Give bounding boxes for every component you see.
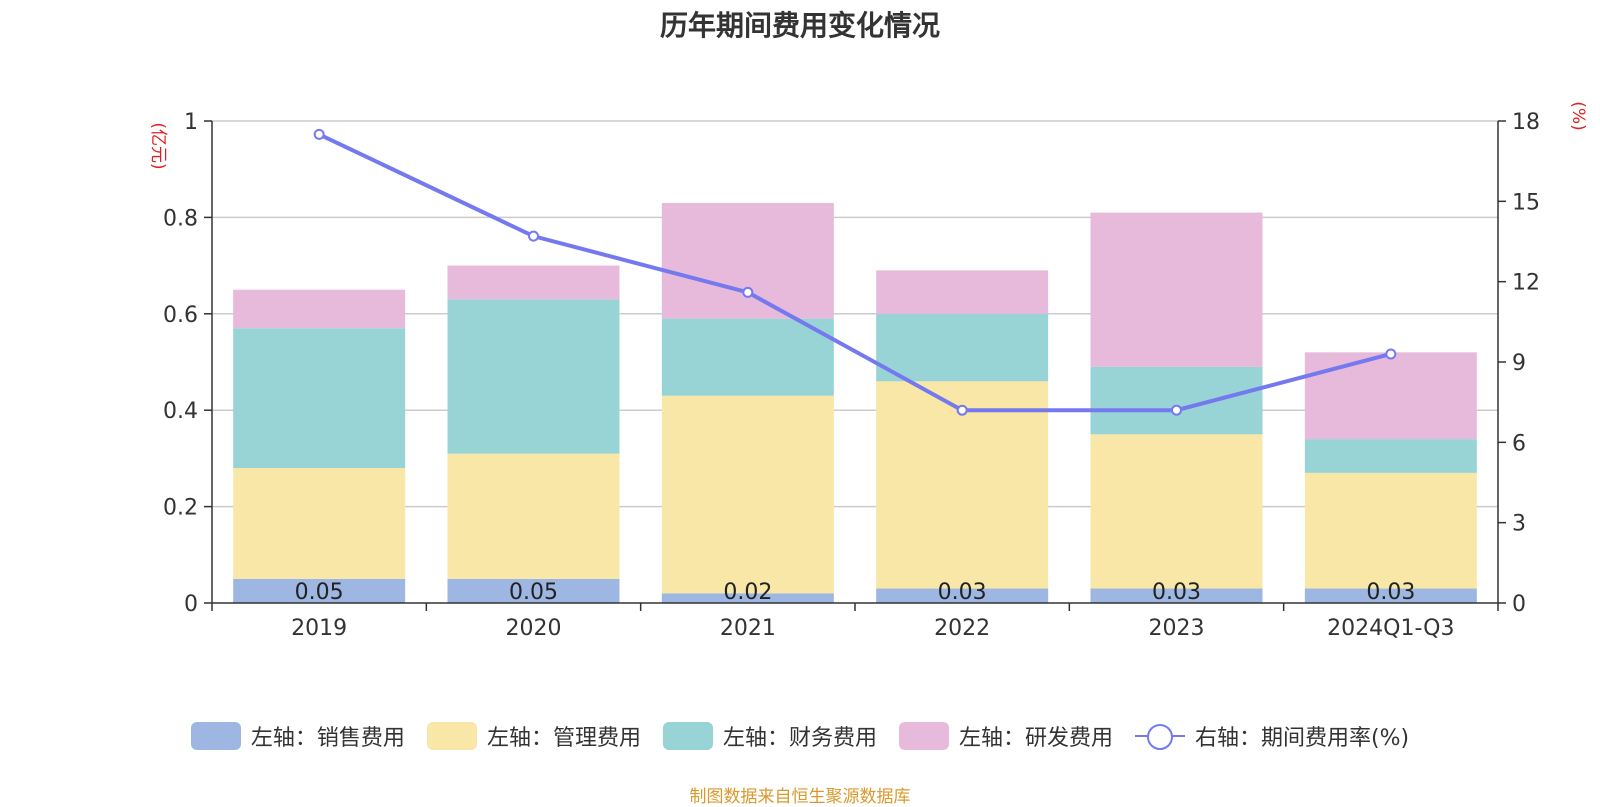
data-source-note: 制图数据来自恒生聚源数据库 bbox=[689, 787, 911, 807]
x-tick-label: 2022 bbox=[934, 616, 990, 641]
y-right-tick-label: 9 bbox=[1512, 351, 1526, 376]
chart-title: 历年期间费用变化情况 bbox=[659, 9, 940, 42]
bar-segment bbox=[1090, 366, 1263, 435]
y-left-tick-label: 0.4 bbox=[163, 399, 198, 424]
expense-ratio-point bbox=[313, 128, 325, 140]
y-right-tick-label: 0 bbox=[1512, 592, 1526, 617]
chart-legend: 左轴：销售费用 左轴：管理费用 左轴：财务费用 左轴：研发费用 右轴：期间费用率(%) bbox=[0, 718, 1600, 754]
bar-segment bbox=[447, 453, 620, 579]
legend-item[interactable]: 左轴：管理费用 bbox=[426, 720, 641, 752]
legend-item[interactable]: 右轴：期间费用率(%) bbox=[1134, 720, 1410, 752]
expense-ratio-point bbox=[1385, 348, 1397, 360]
bar-segment bbox=[447, 299, 620, 454]
bar-segment bbox=[876, 381, 1049, 589]
y-left-tick-label: 1 bbox=[184, 110, 198, 135]
bar-segment bbox=[233, 578, 406, 603]
legend-label: 左轴：管理费用 bbox=[486, 726, 641, 751]
bar-segment bbox=[661, 202, 834, 319]
bar-segment bbox=[1304, 588, 1477, 603]
bar-segment bbox=[661, 318, 834, 396]
bar-data-label: 0.03 bbox=[1152, 580, 1201, 605]
y-right-tick-label: 6 bbox=[1512, 431, 1526, 456]
y-right-tick-label: 3 bbox=[1512, 512, 1526, 537]
y-left-tick-label: 0.8 bbox=[163, 206, 198, 231]
bar-segment bbox=[876, 313, 1049, 382]
x-tick-label: 2020 bbox=[506, 616, 562, 641]
legend-label: 左轴：财务费用 bbox=[722, 726, 877, 751]
x-tick-label: 2024Q1-Q3 bbox=[1327, 616, 1454, 641]
x-tick-label: 2023 bbox=[1149, 616, 1205, 641]
y-right-tick-label: 18 bbox=[1512, 110, 1540, 135]
legend-swatch bbox=[426, 722, 477, 750]
legend-label: 左轴：研发费用 bbox=[958, 726, 1113, 751]
bar-segment bbox=[233, 468, 406, 579]
y-right-axis-label: (%) bbox=[1568, 101, 1588, 130]
legend-label: 右轴：期间费用率(%) bbox=[1194, 726, 1410, 751]
bar-segment bbox=[661, 593, 834, 603]
bar-data-label: 0.05 bbox=[509, 580, 558, 605]
legend-item[interactable]: 左轴：研发费用 bbox=[898, 720, 1113, 752]
legend-swatch bbox=[190, 722, 241, 750]
bar-segment bbox=[661, 395, 834, 594]
y-right-tick-label: 12 bbox=[1512, 271, 1540, 296]
legend-line-marker bbox=[1134, 722, 1185, 750]
bar-segment bbox=[1090, 434, 1263, 589]
legend-item[interactable]: 左轴：销售费用 bbox=[190, 720, 405, 752]
expense-ratio-line bbox=[318, 132, 1392, 413]
bar-segment bbox=[233, 289, 406, 329]
expense-ratio-point bbox=[1171, 404, 1182, 416]
y-left-axis-label: (亿元) bbox=[148, 122, 168, 169]
bar-segment bbox=[1090, 212, 1263, 367]
bar-data-label: 0.03 bbox=[1366, 580, 1415, 605]
legend-swatch bbox=[662, 722, 713, 750]
bar-segment bbox=[233, 328, 406, 469]
legend-label: 左轴：销售费用 bbox=[250, 726, 405, 751]
bar-segment bbox=[447, 578, 620, 603]
bar-segment bbox=[1304, 352, 1477, 440]
y-right-tick-label: 15 bbox=[1512, 190, 1540, 215]
y-left-tick-label: 0.2 bbox=[163, 496, 198, 521]
y-left-tick-label: 0 bbox=[184, 592, 198, 617]
bar-segment bbox=[1304, 472, 1477, 589]
expense-ratio-point bbox=[528, 230, 539, 242]
bar-segment bbox=[1090, 588, 1263, 603]
bar-data-label: 0.02 bbox=[723, 580, 772, 605]
bar-segment bbox=[1304, 439, 1477, 473]
x-tick-label: 2021 bbox=[720, 616, 776, 641]
legend-item[interactable]: 左轴：财务费用 bbox=[662, 720, 877, 752]
bar-segment bbox=[876, 588, 1049, 603]
y-left-tick-label: 0.6 bbox=[163, 303, 198, 328]
bar-data-label: 0.05 bbox=[295, 580, 344, 605]
x-tick-label: 2019 bbox=[291, 616, 347, 641]
expense-ratio-point bbox=[956, 404, 968, 416]
bar-segment bbox=[876, 270, 1049, 314]
bar-segment bbox=[447, 265, 620, 300]
legend-swatch bbox=[898, 722, 949, 750]
expense-ratio-point bbox=[742, 286, 754, 298]
bar-data-label: 0.03 bbox=[938, 580, 987, 605]
